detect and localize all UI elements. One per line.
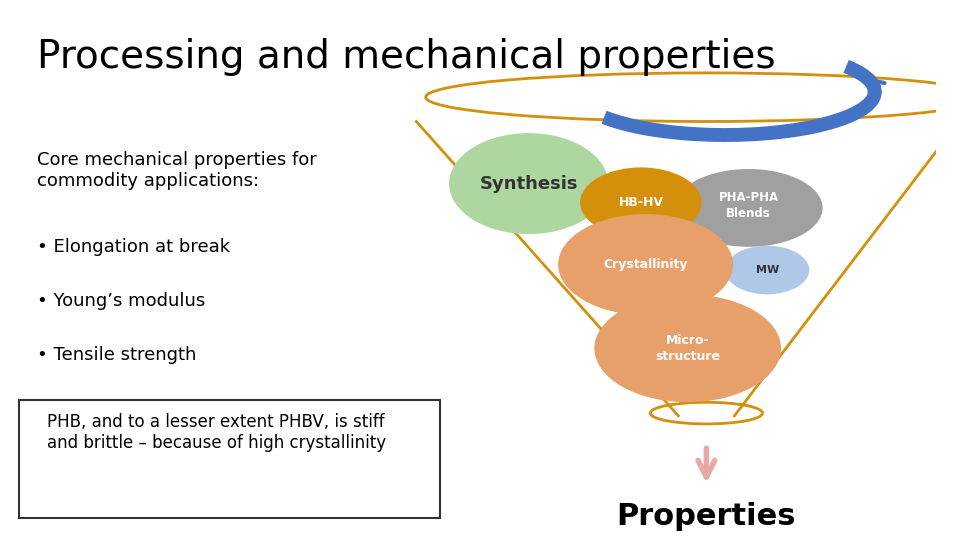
Ellipse shape [449,133,608,234]
Text: • Tensile strength: • Tensile strength [37,346,197,363]
Text: HB-HV: HB-HV [618,196,663,209]
Text: Properties: Properties [616,502,796,531]
Ellipse shape [558,214,733,315]
Ellipse shape [674,169,823,247]
Text: Processing and mechanical properties: Processing and mechanical properties [37,38,776,76]
Text: Micro-
structure: Micro- structure [655,334,720,363]
Ellipse shape [594,294,781,402]
Ellipse shape [580,167,702,238]
Ellipse shape [725,246,809,294]
Text: MW: MW [756,265,779,275]
Text: PHB, and to a lesser extent PHBV, is stiff
and brittle – because of high crystal: PHB, and to a lesser extent PHBV, is sti… [47,413,386,452]
Text: • Elongation at break: • Elongation at break [37,238,230,255]
Text: Core mechanical properties for
commodity applications:: Core mechanical properties for commodity… [37,151,317,190]
Text: • Young’s modulus: • Young’s modulus [37,292,205,309]
Text: Synthesis: Synthesis [479,174,578,193]
Text: PHA-PHA
Blends: PHA-PHA Blends [718,191,779,220]
Text: Crystallinity: Crystallinity [603,258,687,271]
FancyBboxPatch shape [18,400,440,518]
